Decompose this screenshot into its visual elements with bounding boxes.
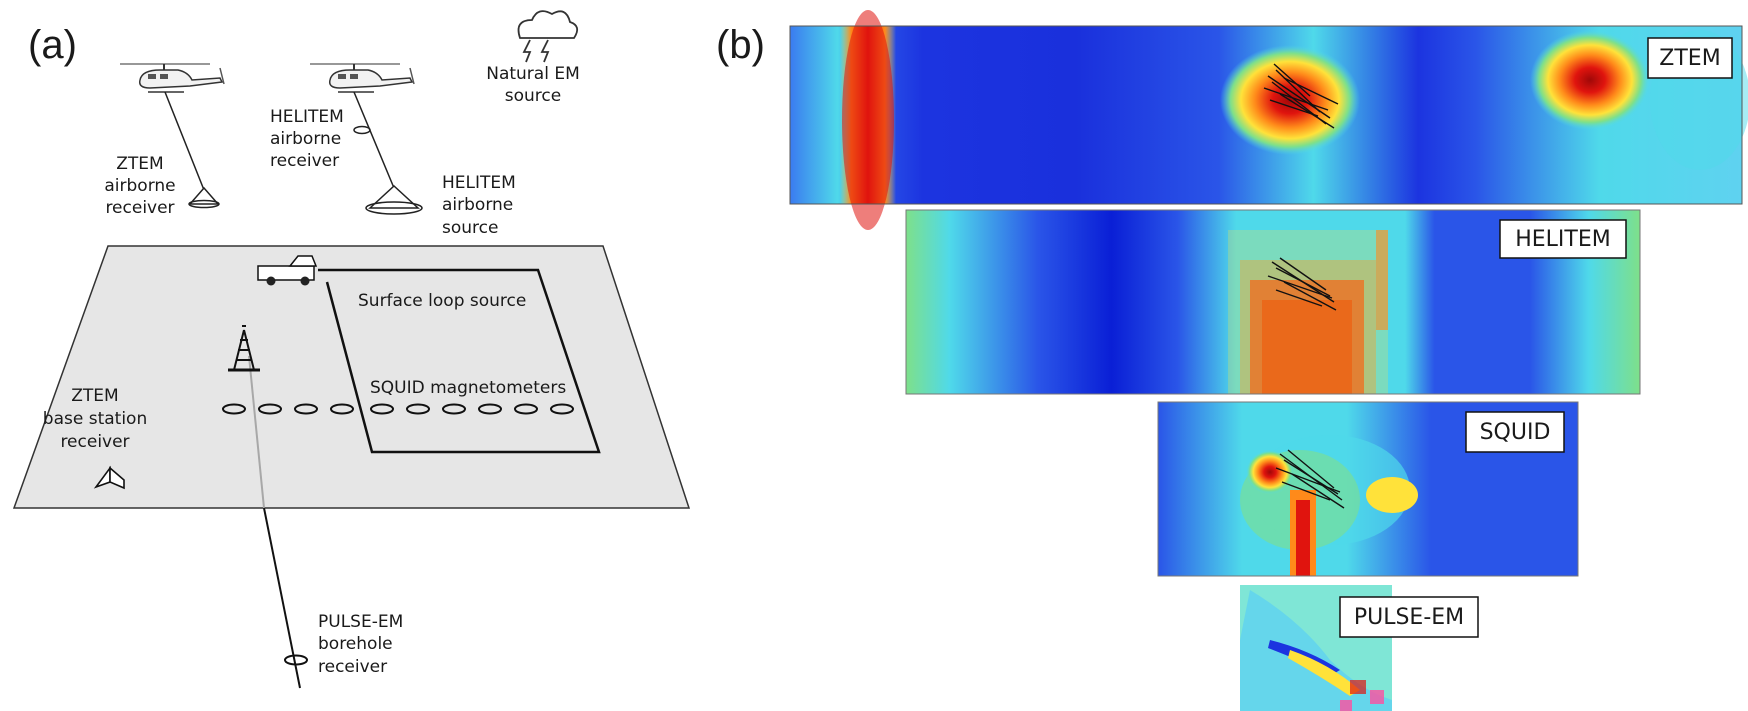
drill-rig-icon (228, 325, 260, 372)
tag-ztem: ZTEM (1647, 37, 1733, 79)
ztem-helicopter-icon (120, 63, 225, 93)
helitem-source-label-3: source (442, 218, 498, 238)
truck-icon (257, 255, 318, 286)
ztem-airborne-label-3: receiver (105, 198, 174, 218)
ztem-receiver-icon (188, 186, 220, 205)
ztem-base-station-icon (93, 465, 125, 490)
tag-ztem-text: ZTEM (1659, 46, 1720, 71)
tag-squid: SQUID (1465, 411, 1565, 453)
helitem-source-label-1: HELITEM (442, 173, 516, 193)
helitem-receiver-icon (353, 125, 371, 135)
ztem-airborne-label-1: ZTEM (116, 154, 163, 174)
surface-loop-label: Surface loop source (358, 291, 526, 311)
helitem-source-label-2: airborne (442, 195, 513, 215)
natural-source-label-2: source (505, 86, 561, 106)
tag-helitem: HELITEM (1499, 219, 1627, 259)
squid-magnetometers (222, 403, 574, 415)
pulse-em-receiver-icon (284, 654, 308, 666)
pulse-em-label-2: borehole (318, 634, 393, 654)
borehole-lower (263, 507, 301, 689)
tag-pulse-em: PULSE-EM (1339, 596, 1479, 638)
ore-body-traces (1263, 63, 1345, 509)
ztem-airborne-label-2: airborne (104, 176, 175, 196)
helitem-tow-cable (353, 91, 395, 189)
tag-squid-text: SQUID (1480, 420, 1551, 445)
panel-a-label: (a) (28, 23, 77, 67)
ztem-base-label-2: base station (43, 409, 147, 429)
ztem-tow-cable (164, 91, 205, 191)
squid-label: SQUID magnetometers (370, 378, 566, 398)
surface-loop (318, 268, 601, 454)
helitem-receiver-label-2: airborne (270, 129, 341, 149)
helitem-receiver-label-3: receiver (270, 151, 339, 171)
tag-helitem-text: HELITEM (1515, 227, 1611, 252)
squid-heatmap (1157, 401, 1579, 577)
borehole-upper (248, 355, 265, 509)
panel-b-label: (b) (716, 23, 765, 67)
ztem-base-label-3: receiver (60, 432, 129, 452)
natural-source-label-1: Natural EM (486, 64, 580, 84)
helitem-helicopter-icon (310, 63, 415, 93)
storm-cloud-icon (517, 10, 579, 63)
helitem-heatmap (905, 209, 1641, 395)
pulse-em-label-3: receiver (318, 657, 387, 677)
helitem-source-icon (368, 184, 420, 209)
tag-pulse-em-text: PULSE-EM (1354, 605, 1464, 630)
helitem-receiver-label-1: HELITEM (270, 107, 344, 127)
ztem-base-label-1: ZTEM (71, 386, 118, 406)
pulse-em-label-1: PULSE-EM (318, 612, 403, 632)
ztem-heatmap (789, 10, 1748, 230)
